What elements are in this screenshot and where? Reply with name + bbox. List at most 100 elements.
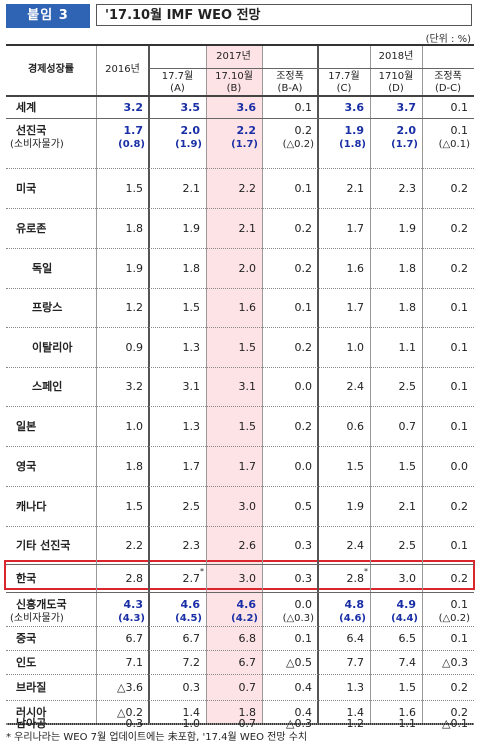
value-cell: 0.2 (294, 124, 313, 137)
row-label: 영국 (16, 459, 37, 473)
value-cell: 0.2 (450, 261, 469, 275)
sub-value-cell: (4.6) (339, 613, 366, 624)
sub-value-cell: (1.9) (175, 139, 202, 150)
value-cell: 2.0 (238, 261, 257, 275)
value-cell: 1.7 (346, 221, 365, 235)
row-separator (6, 526, 474, 527)
value-cell: 1.9 (346, 499, 365, 513)
value-cell: 0.2 (450, 705, 469, 719)
value-cell: 1.7 (238, 459, 257, 473)
row-separator (6, 674, 474, 675)
value-cell: 1.7 (123, 124, 144, 137)
value-cell: 0.1 (450, 538, 469, 552)
value-cell: 0.3 (182, 680, 201, 694)
value-cell: 0.1 (294, 100, 313, 114)
value-cell: 0.1 (294, 181, 313, 195)
header-group-2018: 2018년 (378, 51, 414, 62)
value-cell: 1.5 (125, 181, 144, 195)
value-cell: 0.0 (294, 380, 313, 393)
row-sub-label: (소비자물가) (10, 139, 64, 150)
value-cell: 0.2 (450, 571, 469, 585)
value-cell: 2.6 (238, 538, 257, 552)
value-cell: 3.6 (236, 100, 257, 114)
row-separator (6, 327, 474, 328)
value-cell: 1.8 (125, 459, 144, 473)
value-cell: 0.1 (294, 631, 313, 645)
value-cell: 1.6 (346, 261, 365, 275)
row-separator (6, 700, 474, 701)
row-separator (6, 288, 474, 289)
value-cell: 1.7 (346, 301, 365, 314)
value-cell: 0.7 (238, 680, 257, 694)
value-cell: 1.4 (182, 705, 201, 719)
value-cell: 1.5 (398, 680, 417, 694)
value-cell: 1.8 (238, 705, 257, 719)
value-cell: 1.0 (346, 340, 365, 354)
value-cell: 1.7 (182, 459, 201, 473)
value-cell: △0.3 (286, 717, 312, 730)
value-cell: 2.2 (125, 538, 144, 552)
header-sub-c2017diff: 조정폭 (B-A) (276, 71, 304, 94)
page-title: '17.10월 IMF WEO 전망 (96, 4, 472, 26)
value-cell: 0.1 (450, 301, 469, 314)
sub-value-cell: (4.5) (175, 613, 202, 624)
value-cell: 1.0 (125, 419, 144, 433)
value-cell: 0.2 (294, 340, 313, 354)
value-cell: 2.1 (238, 221, 257, 235)
value-cell: 1.9 (125, 261, 144, 275)
value-cell: 0.0 (294, 459, 313, 473)
row-label: 캐나다 (16, 499, 47, 513)
row-sub-label: (소비자물가) (10, 613, 64, 624)
value-cell: 1.5 (125, 499, 144, 513)
value-cell: 1.9 (398, 221, 417, 235)
value-cell: 1.6 (238, 301, 257, 314)
imf-forecast-table: 경제성장률 2016년 2017년 2018년 17.7월 (A) 17.10월 (B) 조정폭… (4, 44, 475, 730)
value-cell: 0.4 (294, 680, 313, 694)
header-sub-c2018d: 1710월 (D) (378, 71, 414, 94)
sub-value-cell: (△0.3) (282, 613, 314, 624)
row-label: 프랑스 (32, 301, 63, 314)
value-cell: 1.3 (346, 680, 365, 694)
value-cell: 3.1 (238, 380, 257, 393)
row-separator (6, 724, 474, 725)
value-cell: 0.6 (346, 419, 365, 433)
value-cell: 0.0 (294, 598, 313, 611)
value-cell: 2.5 (398, 538, 417, 552)
value-cell: 3.0 (398, 571, 417, 585)
page-header: 붙임 3 '17.10월 IMF WEO 전망 (6, 4, 473, 28)
value-cell: 0.0 (450, 459, 469, 473)
sub-value-cell: (△0.2) (438, 613, 470, 624)
value-cell: 6.5 (398, 631, 417, 645)
value-cell: 0.9 (125, 340, 144, 354)
highlight-column-2017b (206, 46, 262, 723)
value-cell: 2.4 (346, 538, 365, 552)
value-cell: 0.3 (125, 717, 144, 730)
value-cell: 1.1 (398, 717, 417, 730)
value-cell: 4.3 (123, 598, 144, 611)
value-cell: 0.5 (294, 499, 313, 513)
value-cell: 2.7 (182, 571, 201, 585)
korea-row-highlight (4, 560, 475, 590)
value-cell: 3.2 (123, 100, 144, 114)
row-label: 브라질 (16, 680, 47, 694)
header-2016: 2016년 (105, 64, 140, 75)
sub-value-cell: (0.8) (118, 139, 145, 150)
row-label: 독일 (32, 261, 53, 275)
group-divider (148, 46, 150, 723)
value-cell: 6.8 (238, 631, 257, 645)
value-cell: 1.8 (398, 261, 417, 275)
header-sub-c2017a: 17.7월 (A) (161, 71, 194, 94)
sub-value-cell: (4.3) (118, 613, 145, 624)
value-cell: 2.3 (398, 181, 417, 195)
row-label: 중국 (16, 631, 37, 645)
value-cell: 3.7 (396, 100, 417, 114)
value-cell: 1.9 (344, 124, 365, 137)
header-sub-c2018c: 17.7월 (C) (328, 71, 360, 94)
value-cell: 6.7 (238, 655, 257, 669)
value-cell: 1.8 (398, 301, 417, 314)
value-cell: 2.1 (398, 499, 417, 513)
footnote: * 우리나라는 WEO 7월 업데이트에는 未포함, '17.4월 WEO 전망… (6, 732, 308, 743)
value-cell: 0.1 (450, 340, 469, 354)
row-separator (6, 564, 474, 565)
row-separator (6, 367, 474, 368)
